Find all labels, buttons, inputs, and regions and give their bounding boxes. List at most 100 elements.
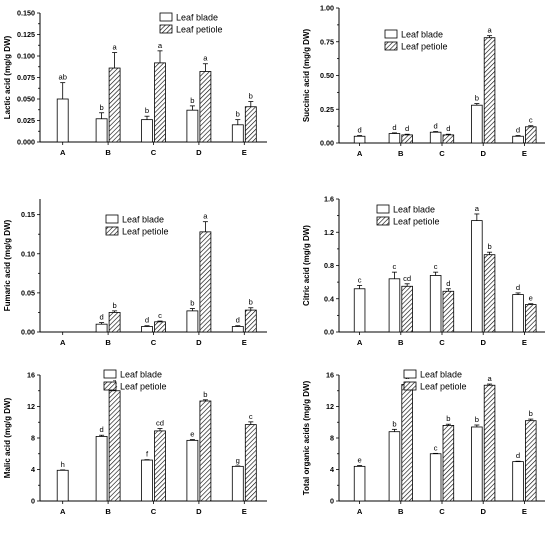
y-tick-label: 0.0	[324, 328, 334, 337]
legend-label-leaf-petiole: Leaf petiole	[176, 25, 223, 35]
legend-label-leaf-petiole: Leaf petiole	[393, 217, 440, 227]
significance-letter: a	[487, 374, 492, 383]
bar-leaf-petiole-D	[483, 254, 496, 333]
legend: Leaf blade Leaf petiole	[403, 370, 467, 392]
significance-letter: c	[434, 262, 438, 271]
bar-leaf-blade-B	[388, 133, 401, 144]
bar-leaf-blade-D	[471, 426, 483, 502]
legend-swatch-leaf-blade	[103, 369, 117, 379]
x-tick-label: D	[480, 149, 486, 158]
legend-label-leaf-blade: Leaf blade	[420, 370, 462, 380]
significance-letter: a	[203, 54, 208, 63]
legend-swatch-leaf-petiole	[159, 24, 173, 34]
legend-swatch-leaf-petiole	[105, 226, 119, 236]
y-tick-label: 0.125	[17, 30, 35, 39]
bar-leaf-blade-D	[186, 439, 199, 502]
bar-leaf-blade-A	[56, 469, 69, 502]
bar-leaf-petiole-E	[244, 106, 257, 143]
significance-letter: b	[475, 94, 479, 103]
significance-letter: b	[99, 103, 103, 112]
x-tick-label: E	[242, 507, 247, 516]
bar-leaf-blade-B	[388, 431, 401, 502]
x-tick-label: E	[242, 148, 247, 157]
significance-letter: d	[516, 451, 520, 460]
significance-letter: b	[203, 390, 207, 399]
significance-letter: d	[99, 425, 103, 434]
legend: Leaf blade Leaf petiole	[384, 30, 448, 52]
significance-letter: e	[190, 430, 194, 439]
significance-letter: d	[434, 122, 438, 131]
y-tick-label: 0.000	[17, 138, 35, 147]
bar-leaf-blade-C	[141, 326, 153, 333]
x-tick-label: D	[480, 338, 486, 347]
significance-letter: a	[112, 43, 117, 52]
bar-leaf-petiole-E	[525, 126, 537, 144]
significance-letter: b	[249, 298, 253, 307]
significance-letter: d	[392, 123, 396, 132]
legend-label-leaf-petiole: Leaf petiole	[420, 382, 467, 392]
legend-label-leaf-blade: Leaf blade	[122, 215, 164, 225]
bar-leaf-petiole-C	[442, 134, 455, 144]
bar-leaf-petiole-D	[483, 37, 496, 144]
legend: Leaf blade Leaf petiole	[376, 204, 440, 227]
significance-letter: d	[99, 313, 103, 322]
significance-letter: c	[158, 311, 162, 320]
legend-label-leaf-blade: Leaf blade	[120, 370, 162, 380]
legend-swatch-leaf-blade	[376, 204, 390, 214]
y-tick-label: 0.8	[324, 261, 334, 270]
significance-letter: a	[203, 212, 208, 221]
x-tick-label: D	[196, 507, 202, 516]
x-tick-label: C	[439, 507, 445, 516]
bar-leaf-petiole-B	[108, 312, 121, 333]
y-tick-label: 0.150	[17, 9, 35, 18]
chart-panel-2: 0.00 0.25 0.50 0.75 1.00 Succinic acid (mg/g …	[302, 4, 545, 158]
bar-leaf-petiole-C	[154, 430, 166, 502]
significance-letter: cd	[156, 419, 164, 428]
significance-letter: b	[190, 299, 194, 308]
significance-letter: b	[487, 242, 491, 251]
y-axis-label: Lactic acid (mg/g DW)	[3, 35, 12, 119]
y-tick-label: 0.05	[21, 288, 35, 297]
legend-label-leaf-blade: Leaf blade	[176, 13, 218, 23]
bar-leaf-petiole-B	[401, 384, 413, 502]
bar-leaf-petiole-E	[525, 420, 537, 502]
significance-letter: d	[516, 283, 520, 292]
y-tick-label: 0.10	[21, 249, 35, 258]
x-tick-label: A	[60, 507, 66, 516]
bar-leaf-blade-E	[512, 135, 524, 144]
x-tick-label: E	[522, 338, 527, 347]
bar-leaf-blade-E	[231, 326, 244, 333]
significance-letter: b	[529, 409, 533, 418]
significance-letter: a	[112, 377, 117, 386]
x-tick-label: D	[480, 507, 486, 516]
y-tick-label: 0.4	[324, 294, 334, 303]
bar-leaf-blade-E	[231, 124, 244, 143]
x-tick-label: A	[60, 148, 66, 157]
bar-leaf-blade-C	[429, 453, 442, 502]
x-tick-label: B	[105, 507, 111, 516]
legend: Leaf blade Leaf petiole	[159, 13, 223, 35]
x-tick-label: A	[357, 338, 363, 347]
legend-label-leaf-blade: Leaf blade	[401, 30, 443, 40]
chart-panel-4: 0.0 0.4 0.8 1.2 1.6 Citric acid (mg/g DW) Ac Bc…	[302, 195, 545, 347]
bar-leaf-blade-C	[141, 459, 153, 502]
y-tick-label: 0.00	[21, 328, 35, 337]
x-tick-label: E	[522, 507, 527, 516]
significance-letter: c	[393, 262, 397, 271]
bar-leaf-petiole-E	[525, 304, 537, 333]
significance-letter: b	[190, 96, 194, 105]
y-tick-label: 16	[326, 371, 334, 380]
y-tick-label: 12	[27, 402, 35, 411]
bar-leaf-blade-B	[388, 278, 401, 333]
significance-letter: b	[446, 414, 450, 423]
significance-letter: b	[145, 106, 149, 115]
significance-letter: cd	[403, 274, 411, 283]
y-tick-label: 1.6	[324, 195, 334, 204]
legend-label-leaf-petiole: Leaf petiole	[122, 227, 169, 237]
y-tick-label: 0.75	[320, 37, 334, 46]
significance-letter: e	[357, 456, 361, 465]
y-tick-label: 0	[31, 497, 35, 506]
y-tick-label: 1.2	[324, 228, 334, 237]
significance-letter: b	[112, 301, 116, 310]
